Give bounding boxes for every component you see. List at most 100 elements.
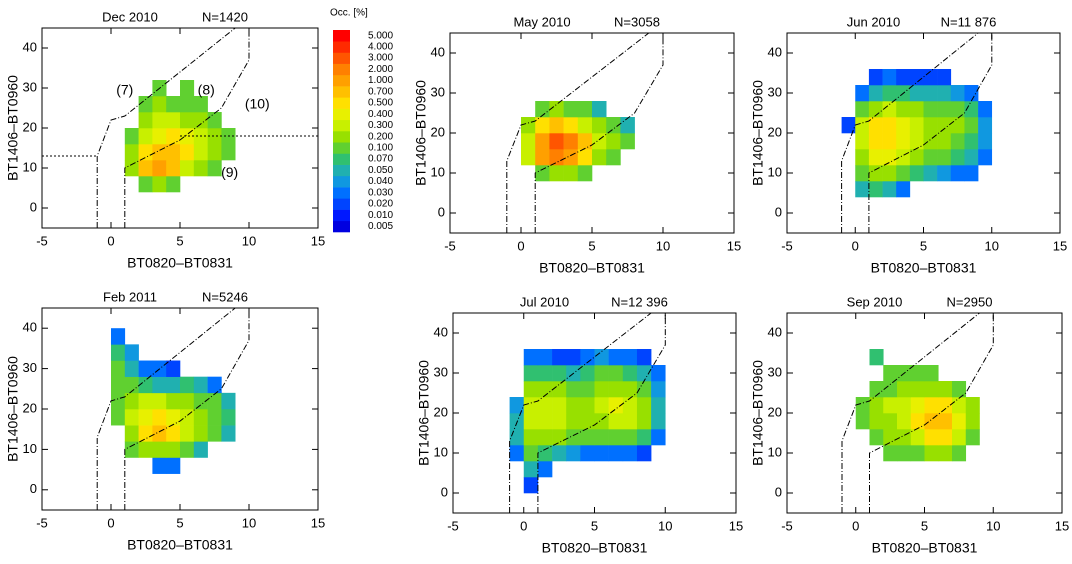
heat-cell (563, 117, 579, 134)
heat-cell (910, 397, 925, 414)
heat-cell (152, 392, 167, 410)
x-tick-label: 5 (588, 238, 595, 253)
heat-cell (138, 128, 153, 145)
heat-cell (537, 397, 553, 414)
y-tick-label: 30 (768, 364, 782, 379)
heat-cell (166, 96, 181, 113)
heat-cell (909, 85, 924, 102)
colorbar-label: 0.100 (368, 142, 393, 153)
heat-cell (549, 149, 564, 166)
x-tick-label: 10 (658, 518, 672, 533)
heat-cell (855, 181, 870, 198)
heat-cell (535, 101, 550, 118)
heat-cell (636, 349, 652, 366)
heat-cell (138, 112, 153, 129)
heat-cell (549, 133, 564, 150)
panel-count: N=1420 (202, 9, 248, 24)
y-tick-label: 0 (438, 204, 445, 219)
heat-cell (868, 85, 883, 102)
heat-cell (896, 149, 911, 166)
heat-cell (937, 149, 952, 166)
heat-cell (855, 85, 870, 102)
heat-cell (152, 457, 167, 474)
heat-cell (180, 409, 195, 426)
panel-title: Jun 2010 (847, 14, 901, 29)
heat-cell (152, 144, 167, 161)
heat-cell (952, 445, 967, 462)
y-tick-label: 10 (434, 444, 448, 459)
y-tick-label: 40 (768, 324, 782, 339)
heat-cell (950, 101, 965, 118)
heat-cell (509, 429, 525, 446)
boundary-line (509, 312, 652, 513)
x-tick-label: 10 (242, 233, 256, 248)
y-tick-label: 40 (434, 324, 448, 339)
heat-cell (938, 397, 953, 414)
heat-cell (523, 365, 539, 382)
heat-cell (166, 160, 181, 177)
heat-cell (535, 149, 550, 166)
heat-cell (193, 425, 208, 442)
heat-cell (606, 133, 621, 150)
y-tick-label: 20 (434, 404, 448, 419)
heat-cell (594, 413, 609, 430)
x-tick-label: 10 (242, 515, 256, 530)
heat-cell (111, 344, 126, 361)
heat-cell (537, 349, 553, 366)
heat-cell (924, 397, 939, 414)
panel: -5 0 5 10 15 0 10 20 30 40 May 2010 N=3058 BT0820–BT… (413, 14, 742, 275)
heat-cell (909, 69, 924, 86)
x-tick-label: -5 (781, 238, 793, 253)
heat-cell (509, 445, 525, 462)
x-tick-label: 10 (986, 518, 1000, 533)
heat-cell (152, 409, 167, 426)
y-tick-label: 30 (434, 364, 448, 379)
colorbar-label: 0.070 (368, 154, 393, 165)
heat-cell (923, 85, 938, 102)
heat-cell (910, 381, 925, 398)
heat-cell (882, 165, 897, 182)
heat-cell (910, 413, 925, 430)
colorbar-swatch (333, 142, 350, 154)
heat-cell (622, 365, 638, 382)
heat-cell (869, 381, 884, 398)
heat-cell (950, 117, 965, 134)
heat-cell (952, 397, 967, 414)
x-axis-label: BT0820–BT0831 (127, 255, 233, 271)
colorbar-swatch (333, 164, 350, 177)
heat-cell (577, 149, 593, 166)
x-tick-label: 0 (520, 518, 527, 533)
colorbar-label: 0.005 (368, 221, 393, 232)
heat-cell (549, 101, 564, 118)
heat-cell (207, 409, 222, 426)
heat-cell (924, 429, 939, 446)
x-tick-label: 5 (176, 233, 183, 248)
heat-cell (180, 392, 195, 410)
heat-cell (580, 445, 595, 462)
panel-count: N=2950 (947, 294, 993, 309)
colorbar-label: 5.000 (368, 30, 393, 41)
heat-cell (896, 165, 911, 182)
colorbar-label: 4.000 (368, 41, 393, 52)
heat-cell (869, 429, 884, 446)
boundary-line (841, 32, 979, 233)
x-tick-label: 5 (920, 238, 927, 253)
y-tick-label: 40 (23, 39, 37, 54)
heat-cell (563, 165, 579, 182)
colorbar-swatch (333, 41, 350, 53)
heat-cell (166, 392, 181, 410)
heat-cell (124, 441, 139, 458)
y-axis-label: BT1406–BT0960 (416, 360, 432, 466)
heat-cell (883, 429, 898, 446)
heat-cell (207, 144, 222, 161)
panel-title: Sep 2010 (847, 294, 903, 309)
heat-cell (937, 101, 952, 118)
heat-cell (111, 360, 126, 377)
heat-cell (855, 117, 870, 134)
heat-cell (124, 376, 139, 394)
heat-cell (950, 165, 965, 182)
heat-cell (608, 381, 624, 398)
colorbar-swatch (333, 86, 350, 98)
heat-cell (622, 445, 638, 462)
